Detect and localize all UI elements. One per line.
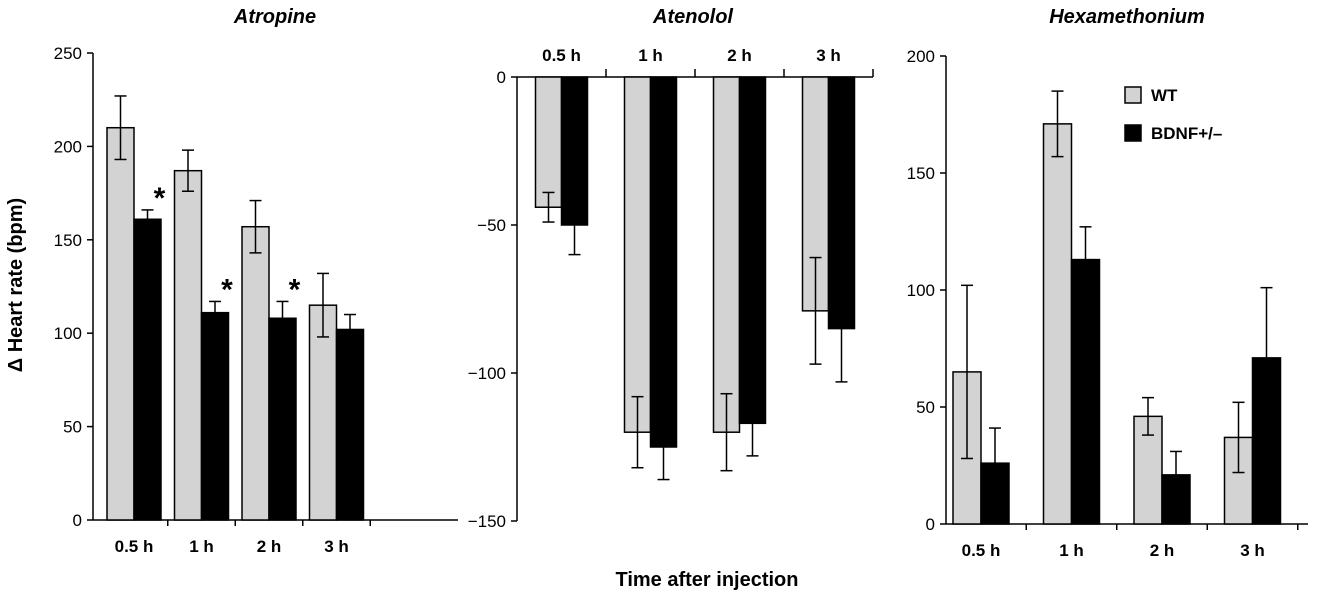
panel-title: Hexamethonium <box>1049 6 1205 28</box>
bar-bdnf <box>133 218 162 521</box>
bar-wt <box>1042 123 1073 525</box>
bar-bdnf <box>649 76 678 448</box>
y-tick-label: −50 <box>477 216 506 235</box>
y-tick-label: 0 <box>73 511 82 530</box>
y-tick-label: 100 <box>907 281 935 300</box>
significance-star: * <box>154 182 166 215</box>
category-label: 0.5 h <box>962 541 1001 560</box>
category-label: 1 h <box>189 537 214 556</box>
y-tick-label: 200 <box>907 47 935 66</box>
bar-wt <box>106 126 135 521</box>
y-axis-title: Δ Heart rate (bpm) <box>5 198 27 372</box>
bar-bdnf <box>200 311 230 521</box>
y-tick-label: 50 <box>63 418 82 437</box>
y-tick-label: 150 <box>907 164 935 183</box>
category-label: 3 h <box>816 46 841 65</box>
chart-panels: Atropine 0 50 100 150 200 250 0.5 h * 1 h * 2 h * 3 h… <box>54 6 1308 560</box>
category-label: 2 h <box>1150 541 1175 560</box>
legend-swatch-bdnf <box>1124 124 1142 142</box>
bar-wt <box>173 169 203 521</box>
y-tick-label: −150 <box>468 512 506 531</box>
bar-wt <box>534 76 563 208</box>
y-tick-label: −100 <box>468 364 506 383</box>
category-label: 1 h <box>1059 541 1084 560</box>
y-tick-label: 50 <box>916 398 935 417</box>
significance-star: * <box>221 273 233 306</box>
y-tick-label: 250 <box>54 44 82 63</box>
bar-wt <box>712 76 741 433</box>
y-tick-label: 200 <box>54 137 82 156</box>
category-label: 3 h <box>324 537 349 556</box>
x-axis-title: Time after injection <box>615 569 798 591</box>
legend: WT BDNF+/– <box>1124 86 1222 143</box>
bar-bdnf <box>268 317 297 521</box>
bar-bdnf <box>335 328 365 521</box>
category-label: 3 h <box>1240 541 1265 560</box>
y-tick-label: 0 <box>497 68 506 87</box>
legend-label-wt: WT <box>1151 86 1178 105</box>
significance-star: * <box>289 273 301 306</box>
category-label: 2 h <box>257 537 282 556</box>
y-tick-label: 150 <box>54 231 82 250</box>
legend-label-bdnf: BDNF+/– <box>1151 124 1222 143</box>
chart-panel-atropine: Atropine 0 50 100 150 200 250 0.5 h * 1 h * 2 h * 3 h <box>54 6 458 556</box>
chart-panel-hexamethonium: Hexamethonium 0 50 100 150 200 0.5 h 1 h 2 h 3 h <box>907 6 1308 560</box>
panel-title: Atenolol <box>652 6 733 28</box>
bar-bdnf <box>738 76 767 425</box>
bar-wt <box>241 225 270 521</box>
chart-panel-atenolol: Atenolol 0 −50 −100 −150 0.5 h 1 h 2 h 3 h <box>468 6 874 531</box>
y-tick-label: 100 <box>54 324 82 343</box>
category-label: 2 h <box>727 46 752 65</box>
legend-swatch-wt <box>1124 86 1142 104</box>
bar-wt <box>623 76 652 433</box>
category-label: 1 h <box>638 46 663 65</box>
category-label: 0.5 h <box>542 46 581 65</box>
category-label: 0.5 h <box>115 537 154 556</box>
y-tick-label: 0 <box>926 515 935 534</box>
bar-bdnf <box>1070 258 1101 525</box>
panel-title: Atropine <box>233 6 316 28</box>
